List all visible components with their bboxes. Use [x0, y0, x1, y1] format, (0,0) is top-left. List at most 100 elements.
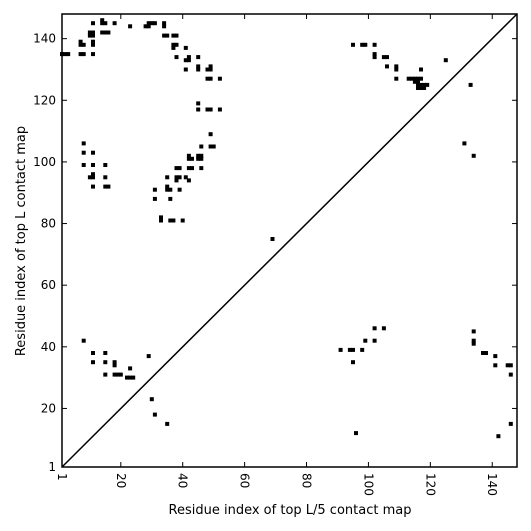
contact-point-upper	[183, 67, 188, 72]
contact-point-lower	[363, 338, 368, 343]
contact-point-upper	[196, 156, 201, 161]
contact-point-lower	[128, 366, 133, 371]
contact-point-upper	[100, 21, 105, 26]
contact-point-lower	[471, 338, 476, 343]
contact-point-upper	[165, 187, 170, 192]
contact-point-upper	[171, 218, 176, 223]
contact-point-upper	[174, 166, 179, 171]
contact-point-upper	[186, 58, 191, 63]
contact-point-lower	[165, 421, 170, 426]
contact-point-lower	[81, 338, 86, 343]
x-tick-label: 20	[114, 473, 128, 488]
contact-point-upper	[91, 39, 95, 44]
contact-point-upper	[152, 21, 157, 26]
contact-point-upper	[419, 82, 423, 87]
contact-point-upper	[174, 175, 179, 180]
contact-point-upper	[81, 150, 86, 155]
contact-point-lower	[112, 360, 117, 365]
contact-point-upper	[149, 21, 154, 26]
contact-point-upper	[171, 45, 176, 50]
contact-point-lower	[149, 397, 154, 402]
contact-point-upper	[422, 82, 427, 87]
contact-point-lower	[493, 363, 498, 368]
lower-triangle-points	[81, 326, 513, 439]
contact-point-lower	[152, 412, 157, 417]
contact-point-upper	[81, 52, 86, 57]
contact-point-upper	[128, 24, 133, 29]
contact-point-upper	[205, 76, 210, 81]
contact-point-upper	[196, 55, 201, 60]
contact-point-upper	[91, 175, 95, 180]
contact-point-upper	[91, 30, 95, 35]
contact-point-lower	[360, 347, 365, 352]
contact-point-upper	[199, 166, 204, 171]
contact-point-upper	[385, 55, 389, 60]
contact-point-upper	[471, 153, 476, 158]
contact-point-upper	[190, 166, 194, 171]
y-tick-label: 140	[33, 32, 56, 46]
contact-point-upper	[183, 58, 188, 63]
contact-point-lower	[496, 434, 501, 439]
contact-point-upper	[171, 42, 176, 47]
contact-point-upper	[443, 58, 448, 63]
contact-point-upper	[419, 76, 423, 81]
contact-point-lower	[118, 372, 123, 377]
contact-point-upper	[186, 153, 191, 158]
x-axis-label: Residue index of top L/5 contact map	[169, 503, 412, 518]
contact-point-upper	[208, 144, 213, 149]
contact-point-upper	[180, 218, 185, 223]
y-tick-label: 80	[41, 217, 56, 231]
contact-point-upper	[177, 187, 182, 192]
contact-point-upper	[162, 33, 167, 38]
contact-point-upper	[81, 141, 86, 146]
contact-point-upper	[183, 45, 188, 50]
diagonal-line	[61, 13, 518, 468]
y-tick-label: 120	[33, 93, 56, 107]
y-tick-label: 20	[41, 401, 56, 415]
x-tick-label: 40	[176, 473, 190, 488]
contact-point-upper	[208, 132, 213, 137]
contact-point-upper	[100, 18, 105, 23]
contact-point-upper	[106, 30, 111, 35]
contact-point-upper	[78, 42, 83, 47]
contact-point-upper	[351, 42, 355, 47]
contact-point-upper	[159, 215, 163, 220]
contact-point-upper	[385, 64, 389, 69]
contact-point-upper	[425, 82, 430, 87]
contact-point-lower	[372, 326, 377, 331]
contact-point-upper	[91, 33, 95, 38]
contact-point-upper	[174, 178, 179, 183]
contact-point-upper	[91, 150, 95, 155]
contact-point-lower	[146, 354, 151, 359]
contact-point-upper	[208, 64, 213, 69]
contact-point-upper	[165, 184, 170, 189]
y-tick-label: 1	[48, 460, 56, 474]
contact-point-upper	[174, 55, 179, 60]
contact-point-upper	[381, 55, 386, 60]
contact-point-lower	[351, 347, 355, 352]
contact-point-lower	[338, 347, 343, 352]
contact-point-upper	[91, 42, 95, 47]
contact-point-lower	[131, 375, 136, 380]
contact-point-upper	[112, 21, 117, 26]
y-tick-label: 40	[41, 340, 56, 354]
contact-point-lower	[112, 372, 117, 377]
contact-point-upper	[81, 163, 86, 167]
contact-point-upper	[394, 64, 399, 69]
y-tick-label: 60	[41, 278, 56, 292]
contact-point-lower	[372, 338, 377, 343]
contact-point-upper	[146, 21, 151, 26]
contact-point-upper	[103, 21, 108, 26]
contact-point-upper	[152, 196, 157, 201]
contact-point-upper	[372, 42, 377, 47]
contact-point-upper	[168, 196, 173, 201]
contact-point-lower	[115, 372, 120, 377]
contact-point-upper	[412, 76, 417, 81]
contact-point-upper	[372, 55, 377, 60]
contact-point-upper	[87, 30, 92, 35]
contact-point-upper	[81, 42, 86, 47]
contact-point-upper	[186, 156, 191, 161]
contact-point-lower	[471, 329, 476, 334]
contact-point-lower	[125, 375, 129, 380]
contact-point-upper	[103, 163, 108, 167]
